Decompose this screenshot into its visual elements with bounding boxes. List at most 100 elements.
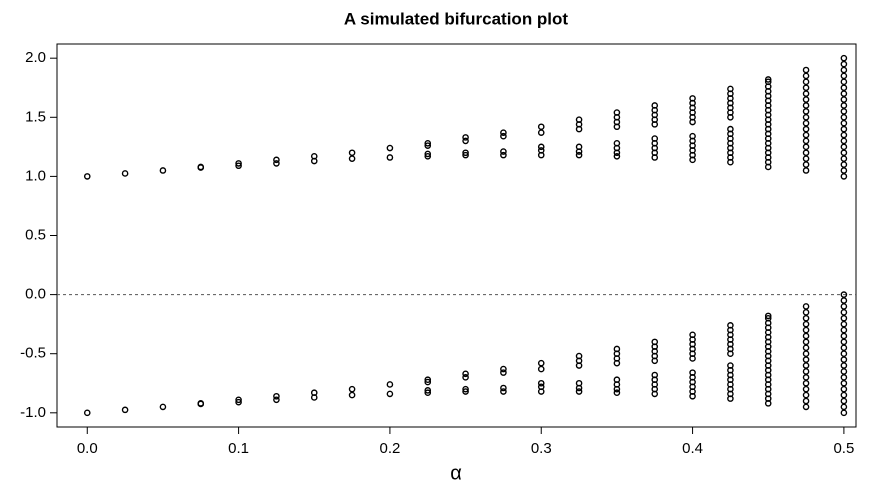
- point: [500, 151, 507, 159]
- point: [424, 139, 432, 147]
- point: [840, 137, 848, 145]
- point: [802, 379, 810, 387]
- point: [840, 149, 848, 157]
- point: [235, 396, 242, 404]
- point: [424, 376, 432, 384]
- point: [802, 344, 810, 352]
- point: [840, 344, 848, 352]
- point: [802, 137, 810, 145]
- point: [840, 113, 848, 121]
- point: [802, 155, 810, 162]
- point: [802, 314, 810, 322]
- point: [537, 359, 545, 367]
- point: [802, 362, 810, 369]
- point: [613, 139, 621, 147]
- point: [424, 389, 432, 397]
- point: [802, 78, 810, 86]
- point: [235, 398, 242, 406]
- point: [310, 152, 318, 160]
- point: [500, 365, 507, 373]
- point: [840, 409, 848, 417]
- point: [840, 54, 848, 62]
- y-tick-label: 1.0: [25, 167, 46, 184]
- point: [462, 385, 469, 393]
- point: [802, 403, 810, 411]
- point: [500, 369, 507, 376]
- point: [840, 173, 848, 180]
- point: [840, 403, 848, 411]
- point: [159, 403, 167, 411]
- point: [802, 309, 810, 316]
- point: [613, 109, 621, 116]
- point: [840, 303, 848, 310]
- point: [840, 131, 848, 139]
- point: [840, 356, 848, 363]
- point: [386, 390, 394, 398]
- point: [840, 297, 848, 304]
- point: [651, 338, 659, 346]
- point: [424, 378, 432, 386]
- point: [273, 160, 280, 167]
- point: [727, 85, 734, 93]
- point: [537, 365, 545, 373]
- point: [83, 409, 91, 417]
- point: [802, 326, 810, 334]
- point: [273, 156, 280, 164]
- point: [840, 338, 848, 346]
- point: [840, 291, 848, 298]
- point: [537, 123, 545, 131]
- point: [764, 312, 772, 320]
- point: [727, 362, 734, 369]
- point: [689, 331, 696, 339]
- y-tick-label: 0.5: [25, 226, 46, 243]
- point: [764, 76, 772, 83]
- plot-frame: [56, 43, 857, 428]
- point: [802, 374, 810, 381]
- point: [689, 369, 696, 376]
- point: [462, 149, 469, 157]
- point: [197, 400, 205, 407]
- point: [348, 155, 356, 162]
- point: [159, 167, 167, 174]
- point: [764, 78, 772, 86]
- point: [802, 96, 810, 103]
- point: [802, 391, 810, 399]
- point: [802, 108, 810, 115]
- point: [83, 173, 91, 180]
- point: [802, 149, 810, 157]
- point: [500, 129, 507, 136]
- point: [802, 385, 810, 393]
- point: [802, 356, 810, 363]
- point: [802, 113, 810, 121]
- point: [840, 108, 848, 115]
- point: [840, 326, 848, 334]
- point: [840, 350, 848, 358]
- point: [651, 371, 659, 379]
- point: [348, 149, 356, 157]
- point: [537, 147, 545, 154]
- point: [802, 368, 810, 375]
- point: [802, 125, 810, 133]
- point: [840, 362, 848, 369]
- y-tick-label: -1.0: [20, 404, 46, 421]
- point: [840, 72, 848, 80]
- point: [840, 385, 848, 393]
- point: [500, 384, 507, 392]
- x-tick-label: 0.4: [682, 440, 703, 457]
- point: [840, 379, 848, 387]
- point: [651, 135, 659, 142]
- point: [840, 397, 848, 405]
- point: [840, 125, 848, 133]
- point: [386, 154, 394, 161]
- point: [462, 388, 469, 395]
- point: [424, 387, 432, 394]
- point: [651, 102, 659, 109]
- point: [121, 170, 129, 177]
- point: [802, 119, 810, 127]
- y-tick-label: 0.0: [25, 286, 46, 303]
- point: [840, 332, 848, 340]
- point: [802, 143, 810, 151]
- point: [802, 397, 810, 405]
- point: [424, 150, 432, 158]
